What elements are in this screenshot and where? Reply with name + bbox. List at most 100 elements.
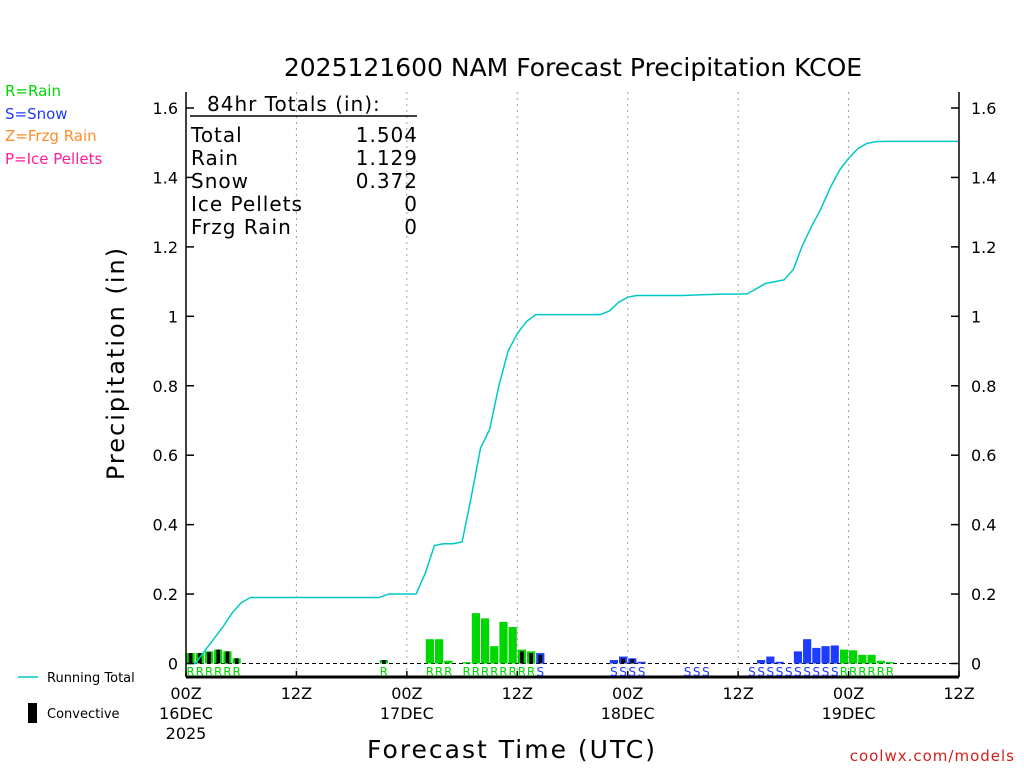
chart-title: 2025121600 NAM Forecast Precipitation KC… <box>284 53 862 82</box>
x-tick-label: 00Z <box>833 684 864 703</box>
watermark: coolwx.com/models <box>850 747 1015 765</box>
y-tick-label-right: 0.6 <box>971 446 996 465</box>
precip-bar-hour-33 <box>480 618 490 664</box>
precip-bar-hour-63 <box>757 660 766 664</box>
precip-type-marker: R <box>223 665 231 679</box>
precip-type-marker: R <box>186 665 194 679</box>
precip-type-marker: R <box>490 665 498 679</box>
precip-type-marker: R <box>232 665 240 679</box>
x-tick-label: 17DEC <box>380 704 434 723</box>
y-tick-label-right: 0 <box>971 655 981 674</box>
precip-type-marker: R <box>858 665 866 679</box>
totals-header: 84hr Totals (in): <box>207 92 381 116</box>
precip-type-marker: R <box>877 665 885 679</box>
x-tick-label: 12Z <box>943 684 974 703</box>
y-tick-label-right: 1.6 <box>971 99 996 118</box>
y-tick-label-right: 1.4 <box>971 168 996 187</box>
precip-bar-hour-35 <box>499 621 508 664</box>
y-tick-label-left: 0.6 <box>153 446 178 465</box>
precip-bar-hour-70 <box>821 646 830 664</box>
y-tick-label-left: 1.6 <box>153 99 178 118</box>
precip-type-marker: R <box>481 665 489 679</box>
convective-bar-hour-1 <box>188 653 193 664</box>
legend-ice-pellets: P=Ice Pellets <box>5 150 102 168</box>
y-tick-label-left: 1.4 <box>153 168 178 187</box>
precip-bar-hour-74 <box>858 654 867 664</box>
precip-type-marker: S <box>803 665 811 679</box>
convective-legend-swatch <box>28 703 37 723</box>
totals-label-total: Total <box>190 123 243 147</box>
legend-snow: S=Snow <box>5 105 68 123</box>
y-tick-label-right: 1 <box>971 307 981 326</box>
y-tick-label-left: 1.2 <box>153 238 178 257</box>
precip-type-marker: S <box>693 665 701 679</box>
precip-type-marker: R <box>509 665 517 679</box>
y-tick-label-left: 0 <box>168 655 178 674</box>
running-total-series <box>186 140 959 665</box>
precip-type-marker: S <box>684 665 692 679</box>
x-tick-label: 12Z <box>722 684 753 703</box>
convective-bar-hour-4 <box>216 649 221 664</box>
precip-bar-hour-65 <box>775 661 784 664</box>
convective-legend-label: Convective <box>47 707 120 722</box>
convective-bar-hour-38 <box>529 653 533 664</box>
x-tick-label: 00Z <box>612 684 643 703</box>
precip-type-marker: R <box>849 665 857 679</box>
precip-bar-hour-28 <box>434 639 444 664</box>
precip-bar-hour-73 <box>849 650 858 664</box>
precip-type-marker: S <box>748 665 756 679</box>
convective-bar-hour-5 <box>225 651 230 664</box>
precip-type-marker: S <box>831 665 839 679</box>
precip-type-marker: R <box>499 665 507 679</box>
precip-type-marker: R <box>196 665 204 679</box>
y-tick-label-left: 0.8 <box>153 377 178 396</box>
x-tick-label: 12Z <box>281 684 312 703</box>
y-tick-label-left: 0.4 <box>153 516 178 535</box>
precip-type-marker: R <box>886 665 894 679</box>
precip-bar-hour-50 <box>637 661 646 664</box>
x-tick-label: 12Z <box>502 684 533 703</box>
precip-bar-hour-27 <box>425 639 434 664</box>
x-tick-label: 2025 <box>166 724 207 743</box>
precip-type-marker: S <box>629 665 637 679</box>
precip-type-marker: R <box>463 665 471 679</box>
x-tick-label: 18DEC <box>601 704 655 723</box>
precip-type-marker: R <box>472 665 480 679</box>
precip-type-marker: R <box>527 665 535 679</box>
precip-type-marker: S <box>785 665 793 679</box>
precip-type-marker: S <box>536 665 544 679</box>
precip-bar-hour-29 <box>444 660 453 664</box>
y-tick-label-right: 0.4 <box>971 516 996 535</box>
precip-bar-hour-75 <box>867 654 876 664</box>
convective-bar-hour-6 <box>234 658 239 664</box>
axes: 0 00.2 0.20.4 0.40.6 0.60.8 0.81 11.2 1.21.4 1.4… <box>153 92 996 743</box>
precip-type-marker: R <box>444 665 452 679</box>
precip-bars <box>186 613 895 664</box>
precip-type-marker: R <box>380 665 388 679</box>
precip-type-marker: S <box>619 665 627 679</box>
totals-label-snow: Snow <box>191 169 249 193</box>
totals-value-ice-pellets: 0 <box>404 192 418 216</box>
y-tick-label-left: 0.2 <box>153 585 178 604</box>
y-tick-label-right: 0.8 <box>971 377 996 396</box>
totals-box: 84hr Totals (in): Total 1.504 Rain 1.129… <box>190 92 418 239</box>
precip-type-marker: R <box>518 665 526 679</box>
precip-type-marker: R <box>214 665 222 679</box>
precip-bar-hour-32 <box>471 613 480 664</box>
precip-bar-hour-77 <box>885 662 895 664</box>
precip-bar-hour-76 <box>876 660 885 664</box>
y-tick-label-left: 1 <box>168 307 178 326</box>
precip-bar-hour-72 <box>839 649 849 664</box>
totals-value-total: 1.504 <box>356 123 418 147</box>
totals-value-snow: 0.372 <box>356 169 418 193</box>
precip-bar-hour-47 <box>609 660 619 664</box>
y-tick-label-right: 0.2 <box>971 585 996 604</box>
grid-lines <box>186 92 959 677</box>
convective-bar-hour-49 <box>630 659 635 664</box>
precip-type-marker: S <box>813 665 821 679</box>
convective-bar-hour-48 <box>621 658 625 664</box>
totals-value-rain: 1.129 <box>356 146 418 170</box>
precip-bar-hour-68 <box>803 639 812 664</box>
